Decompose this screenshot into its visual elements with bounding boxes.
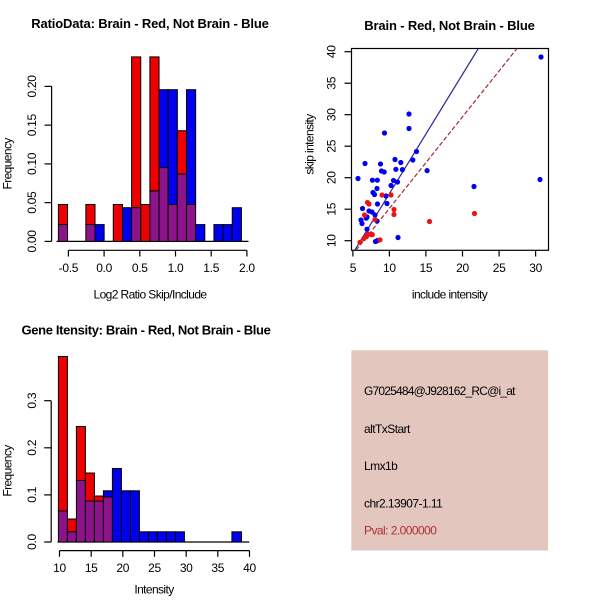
svg-text:0.20: 0.20: [25, 75, 39, 98]
svg-text:altTxStart: altTxStart: [364, 422, 411, 436]
svg-text:0.5: 0.5: [132, 261, 148, 275]
svg-text:Pval: 2.000000: Pval: 2.000000: [364, 524, 437, 538]
svg-text:skip intensity: skip intensity: [303, 114, 317, 175]
svg-text:15: 15: [85, 561, 98, 575]
svg-text:10: 10: [325, 234, 339, 247]
svg-text:35: 35: [211, 561, 224, 575]
svg-text:1.0: 1.0: [168, 261, 184, 275]
svg-text:30: 30: [325, 108, 339, 121]
svg-text:35: 35: [325, 76, 339, 89]
svg-text:0.2: 0.2: [25, 439, 39, 455]
svg-text:0.1: 0.1: [25, 486, 39, 502]
svg-text:G7025484@J928162_RC@i_at: G7025484@J928162_RC@i_at: [364, 384, 516, 398]
svg-text:0.05: 0.05: [25, 191, 39, 214]
svg-text:10: 10: [383, 261, 396, 275]
svg-text:15: 15: [325, 202, 339, 215]
svg-text:Frequency: Frequency: [1, 445, 15, 497]
svg-text:Intensity: Intensity: [134, 583, 174, 597]
svg-text:0.3: 0.3: [25, 392, 39, 408]
svg-text:Brain - Red, Not Brain - Blue: Brain - Red, Not Brain - Blue: [364, 18, 534, 33]
svg-text:0.00: 0.00: [25, 230, 39, 253]
svg-text:30: 30: [180, 561, 193, 575]
svg-text:20: 20: [456, 261, 469, 275]
svg-text:20: 20: [325, 171, 339, 184]
svg-text:0.10: 0.10: [25, 152, 39, 175]
svg-text:5: 5: [350, 261, 357, 275]
svg-text:15: 15: [420, 261, 433, 275]
svg-text:25: 25: [148, 561, 161, 575]
svg-text:Gene Itensity: Brain - Red, No: Gene Itensity: Brain - Red, Not Brain - …: [22, 323, 271, 338]
svg-text:1.5: 1.5: [203, 261, 219, 275]
svg-text:25: 25: [493, 261, 506, 275]
svg-text:-0.5: -0.5: [59, 261, 79, 275]
svg-text:RatioData: Brain - Red, Not Br: RatioData: Brain - Red, Not Brain - Blue: [31, 16, 268, 31]
svg-text:2.0: 2.0: [239, 261, 255, 275]
svg-text:40: 40: [243, 561, 256, 575]
svg-text:0.15: 0.15: [25, 113, 39, 136]
svg-text:Lmx1b: Lmx1b: [364, 459, 398, 473]
svg-text:40: 40: [325, 45, 339, 58]
svg-text:30: 30: [529, 261, 542, 275]
svg-text:include intensity: include intensity: [412, 288, 488, 302]
svg-text:chr2.13907-1.11: chr2.13907-1.11: [364, 497, 443, 511]
svg-text:25: 25: [325, 139, 339, 152]
svg-text:0.0: 0.0: [25, 533, 39, 549]
svg-text:0.0: 0.0: [96, 261, 112, 275]
svg-text:Log2 Ratio Skip/Include: Log2 Ratio Skip/Include: [94, 288, 208, 302]
svg-text:10: 10: [53, 561, 66, 575]
svg-text:20: 20: [116, 561, 129, 575]
svg-text:Frequency: Frequency: [1, 138, 15, 190]
